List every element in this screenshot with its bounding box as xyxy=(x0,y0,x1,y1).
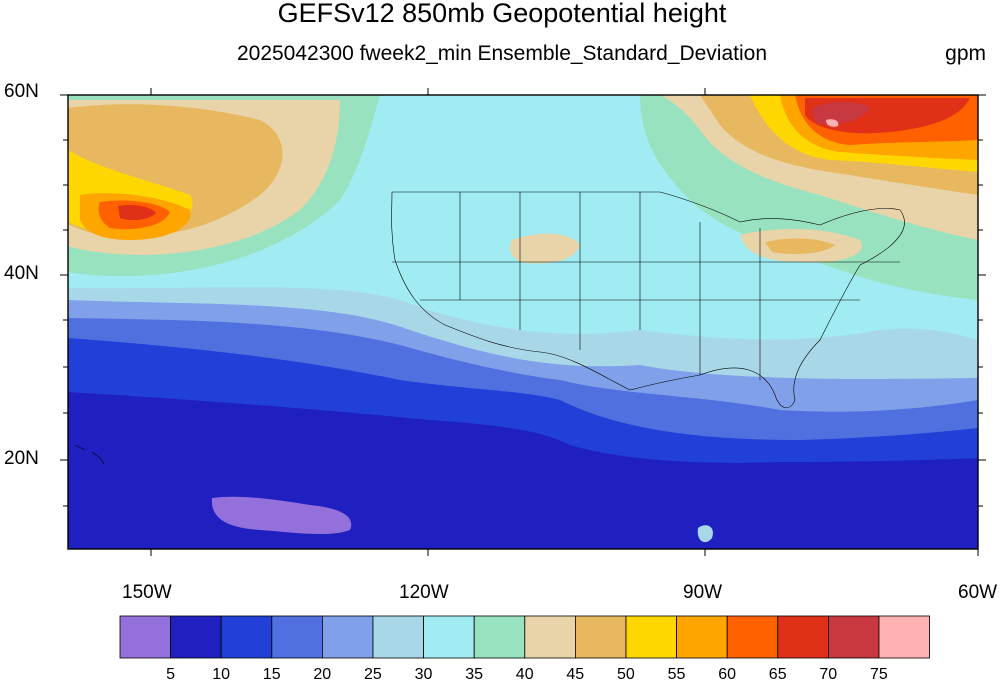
colorbar-swatch xyxy=(372,615,424,659)
colorbar-tick-label: 10 xyxy=(212,666,230,683)
hawaii-outline xyxy=(74,444,105,465)
colorbar-tick-label: 65 xyxy=(768,666,787,683)
colorbar-swatch xyxy=(220,615,273,659)
colorbar-tick-label: 60 xyxy=(718,666,736,683)
colorbar-tick-label: 50 xyxy=(617,666,635,683)
colorbar-tick-label: 40 xyxy=(515,666,534,683)
band-25-30-mx xyxy=(697,525,713,543)
colorbar-swatch xyxy=(170,615,222,659)
colorbar-tick-label: 15 xyxy=(262,666,281,683)
colorbar-swatch xyxy=(625,615,677,659)
lat-label-60n: 60N xyxy=(4,81,39,102)
colorbar-tick-label: 75 xyxy=(870,666,888,683)
band-70-75-nw xyxy=(118,204,156,221)
units-label: gpm xyxy=(945,42,986,65)
colorbar-tick-label: 35 xyxy=(465,666,483,683)
band-45-50-central xyxy=(510,233,580,264)
colorbar-tick-label: 55 xyxy=(667,666,686,683)
colorbar-tick-label: 45 xyxy=(566,666,585,683)
ticks xyxy=(60,88,986,556)
lat-label-40n: 40N xyxy=(4,263,39,284)
band-75-80-ne xyxy=(812,102,870,125)
contour-field xyxy=(68,95,978,549)
colorbar-swatch xyxy=(423,615,475,659)
colorbar-tick-label: 25 xyxy=(364,666,382,683)
chart-title: GEFSv12 850mb Geopotential height xyxy=(277,0,727,28)
colorbar-tick-label: 70 xyxy=(819,666,838,683)
chart-subtitle: 2025042300 fweek2_min Ensemble_Standard_… xyxy=(236,42,768,65)
lon-label-120w: 120W xyxy=(399,582,449,603)
band-0-5 xyxy=(211,496,352,535)
colorbar-swatch xyxy=(321,615,374,659)
lon-label-150w: 150W xyxy=(122,582,172,603)
colorbar-tick-label: 5 xyxy=(166,666,175,683)
band-50-55-lakes xyxy=(765,238,835,254)
us-outline xyxy=(391,191,905,408)
colorbar-swatch xyxy=(119,615,171,659)
colorbar-swatch xyxy=(777,615,829,659)
colorbar-swatch xyxy=(271,615,323,659)
plot-frame xyxy=(67,94,979,550)
colorbar-swatch xyxy=(575,615,627,659)
lat-label-20n: 20N xyxy=(4,448,39,469)
colorbar xyxy=(119,615,930,659)
colorbar-swatch xyxy=(726,615,779,659)
lon-label-60w: 60W xyxy=(958,582,998,603)
colorbar-swatch xyxy=(473,615,526,659)
band-80-ne xyxy=(826,119,839,127)
colorbar-tick-label: 20 xyxy=(313,666,332,683)
colorbar-swatch xyxy=(524,615,576,659)
colorbar-swatch xyxy=(676,615,728,659)
colorbar-tick-label: 30 xyxy=(414,666,433,683)
lon-label-90w: 90W xyxy=(683,582,723,603)
colorbar-swatch xyxy=(828,615,880,659)
map-outlines xyxy=(74,191,905,465)
state-lines xyxy=(392,192,900,380)
colorbar-swatch xyxy=(878,615,930,659)
